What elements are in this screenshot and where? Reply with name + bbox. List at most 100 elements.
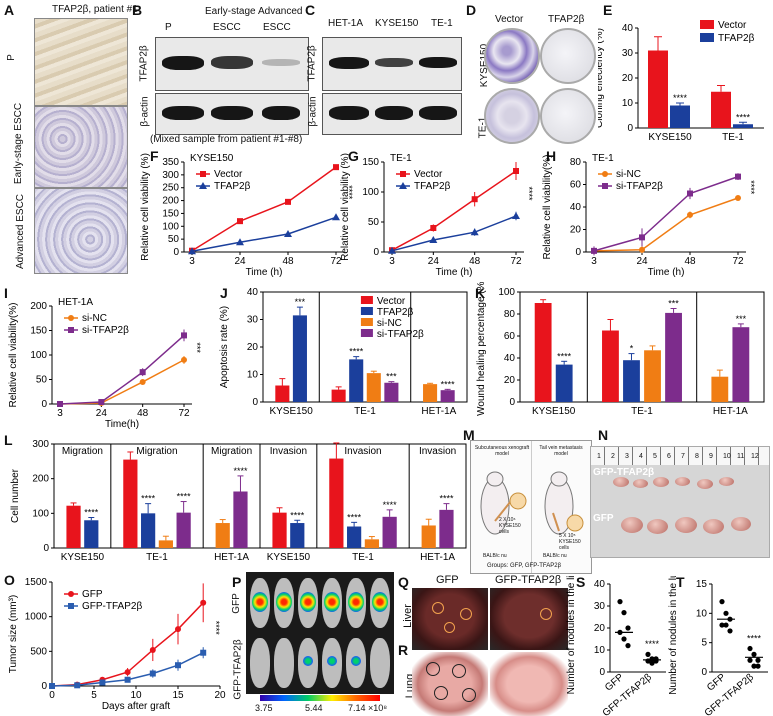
chart-title: HET-1A [58,297,93,308]
schema-right-mouse: BALB/c nu [543,553,567,559]
legend-label: si-TFAP2β [377,329,424,340]
x-tick-label: 72 [732,256,744,267]
y-axis-label: Relative cell viability(%) [542,154,553,259]
ivis-colorbar [260,695,380,701]
bioluminescence-signal [324,592,340,612]
bar [329,458,344,548]
bar [644,350,661,402]
data-point [621,610,627,616]
schema-left-mouse: BALB/c nu [483,553,507,559]
mouse [322,638,342,688]
x-tick-label: 72 [510,256,522,267]
data-point [188,247,196,255]
bar [347,526,362,548]
significance-mark: *** [736,314,747,324]
data-point [200,171,206,177]
y-tick-label: 0 [252,397,258,408]
tumor [621,517,643,533]
y-tick-label: 100 [30,350,47,361]
schema-right-cells: 5 X 10⁵ KYSE150 cells [559,533,581,551]
chart-o: 0 500 1000 1500 Tumor size (mm³) 0 5 10 15 20 Days… [8,577,226,712]
legend-label: GFP [82,589,103,600]
panel-label-c: C [305,2,316,18]
x-group-label: HET-1A [713,406,748,417]
x-tick-label: 72 [330,256,342,267]
data-point [735,173,741,180]
ivis-row-tfap2b: GFP-TFAP2β [232,639,244,700]
y-tick-label: 5 [701,638,707,649]
data-point [139,378,146,385]
x-tick-label: 3 [591,256,597,267]
y-tick-label: 20 [247,342,259,353]
mouse [370,578,390,628]
x-group-label: KYSE150 [61,552,105,563]
data-point [175,626,181,633]
x-axis-label: Time(h) [105,419,139,430]
mouse [274,578,294,628]
chart-title: TE-1 [592,153,614,164]
bar [272,512,287,548]
legend-label: TFAP2β [377,307,414,318]
legend-label: Vector [214,169,243,180]
blot-c-lane-3: TE-1 [431,18,453,29]
data-point [139,369,146,376]
data-point [400,171,406,177]
y-tick-label: 300 [162,170,179,181]
data-point [645,651,651,657]
blot-b-actin [155,93,309,135]
tumor-photo-n: 1 2 3 4 5 6 7 8 9 10 11 12 GFP-TFAP2β GFP [590,446,770,558]
bar [290,523,305,548]
legend-swatch [700,20,714,29]
bar [665,312,682,402]
data-point [513,168,519,174]
significance-mark: **** [441,379,456,389]
panel-label-n: N [598,427,609,443]
mouse [250,638,270,688]
panel-label-j: J [220,285,228,301]
y-tick-label: 30 [622,48,634,59]
tumor [675,517,697,533]
legend-label: Vector [718,20,747,31]
data-point [751,663,757,669]
data-point [181,356,187,363]
blot-b-tfap2b [155,37,309,91]
y-tick-label: 150 [30,326,47,337]
ruler-number: 5 [653,453,657,460]
y-tick-label: 100 [498,287,515,298]
data-point [200,649,207,656]
panel-label-h: H [546,148,557,164]
significance-mark: **** [177,492,192,502]
bar [384,382,399,402]
x-group-label: KYSE150 [267,552,311,563]
x-tick-label: 24 [234,256,246,267]
x-group-label: HET-1A [421,406,456,417]
ruler-number: 11 [737,453,745,460]
significance-mark: **** [349,347,364,357]
data-point [621,636,627,642]
x-tick-label: 48 [282,256,294,267]
y-axis-label: Tumor size (mm³) [8,595,19,674]
significance-mark: **** [233,466,248,476]
bar [711,376,729,402]
ruler-number: 1 [597,453,601,460]
group-title: Invasion [270,446,307,457]
bar [331,389,346,402]
ruler-number: 6 [667,453,671,460]
data-point [124,676,131,683]
legend-label: Vector [377,296,406,307]
bar [711,91,731,128]
x-tick-label: 3 [57,408,63,419]
data-point [388,246,396,254]
legend-swatch [360,296,373,304]
mouse [274,638,294,688]
y-tick-label: 0 [509,397,515,408]
legend-label: TFAP2β [414,181,451,192]
blot-c-actin [322,93,462,135]
bar [275,385,290,402]
series-line [59,334,185,405]
y-tick-label: 200 [30,301,47,312]
lung-gfp-photo [412,652,488,716]
x-tick-label: 3 [389,256,395,267]
y-tick-label: 0 [701,667,707,678]
tumor [613,477,629,487]
